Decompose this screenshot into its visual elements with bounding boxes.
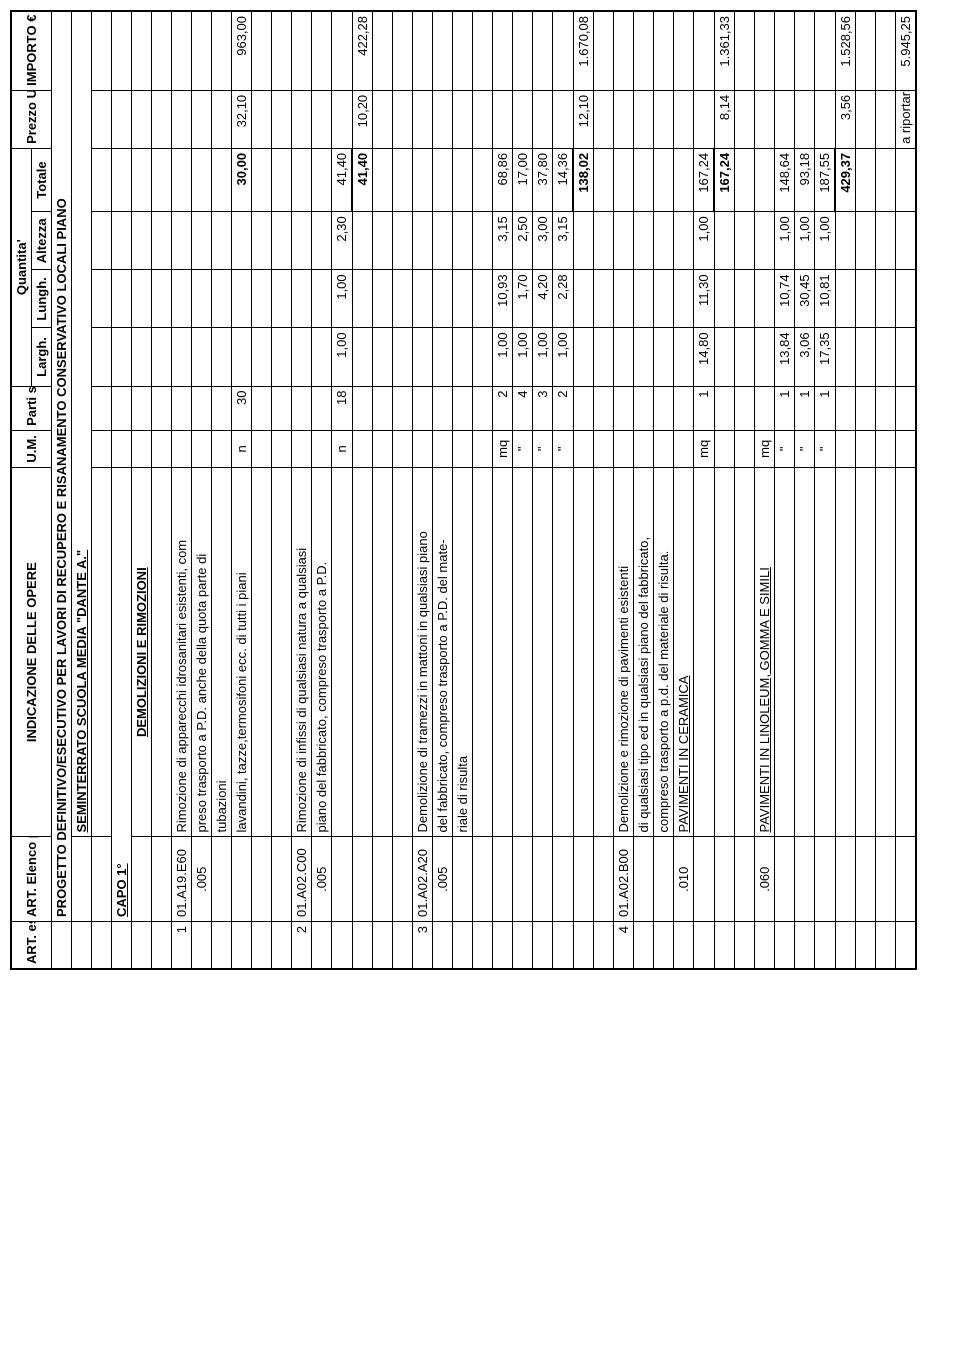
table-row: riale di risulta — [453, 11, 473, 969]
table-row — [594, 11, 614, 969]
footer-row: a riportarsi5.945,25 — [896, 11, 917, 969]
table-row — [735, 11, 755, 969]
capo-row: CAPO 1° — [112, 11, 132, 969]
header-totale: Totale — [32, 148, 52, 211]
header-um: U.M. — [11, 430, 52, 467]
table-row — [393, 11, 413, 969]
table-row: di qualsiasi tipo ed in qualsiasi piano … — [634, 11, 654, 969]
table-row: "13,0630,451,0093,18 — [795, 11, 815, 969]
table-row — [92, 11, 112, 969]
table-row — [876, 11, 896, 969]
table-row: .005piano del fabbricato, compreso trasp… — [312, 11, 332, 969]
table-row: .010PAVIMENTI IN CERAMICA — [674, 11, 694, 969]
table-row: 101.A19.E60Rimozione di apparecchi idros… — [172, 11, 192, 969]
section-row: DEMOLIZIONI E RIMOZIONI — [132, 11, 152, 969]
table-row — [152, 11, 172, 969]
table-row: "117,3510,811,00187,55 — [815, 11, 836, 969]
table-row: 429,373,561.528,56 — [835, 11, 856, 969]
project-subtitle-row: SEMINTERRATO SCUOLA MEDIA "DANTE A." — [72, 11, 92, 969]
table-row: .060PAVIMENTI IN LINOLEUM, GOMMA E SIMIL… — [755, 11, 775, 969]
page-container: ART. estim. ART. Elenco prezzi INDICAZIO… — [10, 10, 950, 970]
table-row: tubazioni — [212, 11, 232, 969]
header-art-prezzi: ART. Elenco prezzi — [11, 837, 52, 921]
header-importo: IMPORTO € — [11, 11, 52, 90]
table-row: 401.A02.B00Demolizione e rimozione di pa… — [614, 11, 634, 969]
table-row: lavandini, tazze,termosifoni ecc. di tut… — [232, 11, 252, 969]
table-row: n181,001,002,3041,40 — [332, 11, 353, 969]
header-parti: Parti simili — [11, 386, 52, 430]
header-largh: Largh. — [32, 328, 52, 386]
table-row: 167,248,141.361,33 — [714, 11, 735, 969]
table-row: "41,001,702,5017,00 — [513, 11, 533, 969]
table-wrapper: ART. estim. ART. Elenco prezzi INDICAZIO… — [10, 10, 917, 970]
table-row: 301.A02.A20Demolizione di tramezzi in ma… — [413, 11, 433, 969]
table-row: compreso trasporto a p.d. del materiale … — [654, 11, 674, 969]
header-prezzo: Prezzo U.M. € — [11, 90, 52, 148]
table-row: mq21,0010,933,1568,86 — [493, 11, 513, 969]
table-row — [373, 11, 393, 969]
table-row — [252, 11, 272, 969]
table-row — [272, 11, 292, 969]
table-row: 138,0212,101.670,08 — [573, 11, 594, 969]
header-quantita: Quantita' — [11, 148, 32, 386]
table-body: PROGETTO DEFINITIVO/ESECUTIVO PER LAVORI… — [52, 11, 917, 969]
table-row: .005del fabbricato, compreso trasporto a… — [433, 11, 453, 969]
table-row — [856, 11, 876, 969]
table-row: 41,4010,20422,28 — [352, 11, 373, 969]
table-row: 201.A02.C00Rimozione di infissi di quals… — [292, 11, 312, 969]
header-indicazione: INDICAZIONE DELLE OPERE — [11, 467, 52, 837]
table-row: .005preso trasporto a P.D. anche della q… — [192, 11, 212, 969]
table-row: "113,8410,741,00148,64 — [775, 11, 795, 969]
header-lungh: Lungh. — [32, 270, 52, 328]
project-title-row: PROGETTO DEFINITIVO/ESECUTIVO PER LAVORI… — [52, 11, 72, 969]
table-row — [473, 11, 493, 969]
table-row: "31,004,203,0037,80 — [533, 11, 553, 969]
table-row: "21,002,283,1514,36 — [553, 11, 574, 969]
header-art-estim: ART. estim. — [11, 921, 52, 969]
header-altezza: Altezza — [32, 212, 52, 270]
estimate-table: ART. estim. ART. Elenco prezzi INDICAZIO… — [10, 10, 917, 970]
table-row: mq114,8011,301,00167,24 — [694, 11, 715, 969]
